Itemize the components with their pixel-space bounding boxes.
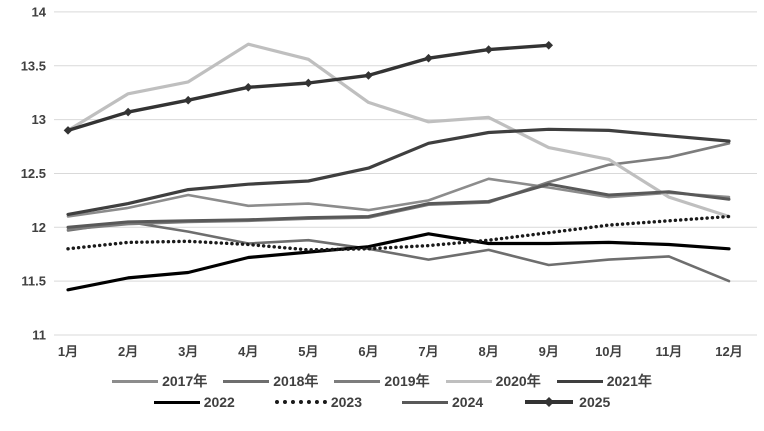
x-axis-tick-label: 2月 xyxy=(118,344,138,359)
legend-label: 2021年 xyxy=(606,373,652,389)
legend-swatch-2017年 xyxy=(112,375,159,387)
x-axis-tick-label: 7月 xyxy=(418,344,438,359)
legend-item-2018年: 2018年 xyxy=(223,374,318,388)
legend-item-2023: 2023 xyxy=(274,394,362,410)
series-line-2021年 xyxy=(66,127,731,216)
legend-item-2024: 2024 xyxy=(402,395,483,409)
y-axis-tick-label: 14 xyxy=(32,4,47,19)
legend-item-2025: 2025 xyxy=(523,395,610,409)
legend-label: 2020年 xyxy=(495,373,541,389)
legend-row-1: 2017年 2018年 2019年 2020年 2021年 xyxy=(112,374,652,388)
series-marker-2025 xyxy=(304,78,313,88)
line-swatch-icon xyxy=(402,400,448,404)
x-axis-tick-label: 9月 xyxy=(539,344,559,359)
x-axis-tick-label: 4月 xyxy=(238,344,258,359)
x-axis-tick-label: 3月 xyxy=(178,344,198,359)
line-swatch-icon xyxy=(556,379,603,383)
legend-label: 2018年 xyxy=(273,373,319,389)
line-swatch-icon xyxy=(445,379,492,383)
series-line-2018年 xyxy=(66,220,731,283)
legend-item-2020年: 2020年 xyxy=(445,373,541,389)
series-line-2022 xyxy=(66,232,731,292)
legend-swatch-2021年 xyxy=(556,375,603,387)
x-axis-tick-label: 6月 xyxy=(358,344,378,359)
series-marker-2025 xyxy=(63,126,73,135)
legend-swatch-2023 xyxy=(274,396,327,408)
y-axis-tick-label: 13.5 xyxy=(21,58,46,73)
legend-marker-line-icon xyxy=(525,397,574,407)
legend-item-2021年: 2021年 xyxy=(556,373,652,389)
legend-swatch-2024 xyxy=(402,396,448,408)
series-marker-2025 xyxy=(484,45,493,54)
legend-label: 2025 xyxy=(579,394,611,410)
legend-item-2022: 2022 xyxy=(153,394,235,410)
series-line-2023 xyxy=(66,214,731,252)
legend-label: 2017年 xyxy=(162,373,208,389)
legend-row-2: 2022 2023 2024 2025 xyxy=(153,394,610,410)
x-axis-tick-label: 10月 xyxy=(595,344,622,359)
y-axis-tick-label: 13 xyxy=(32,112,46,127)
legend-label: 2022 xyxy=(203,394,235,410)
x-axis-tick-label: 5月 xyxy=(298,344,318,359)
legend-label: 2019年 xyxy=(384,373,430,389)
legend-item-2017年: 2017年 xyxy=(112,374,207,388)
dotted-line-icon xyxy=(274,400,327,404)
x-axis-tick-label: 8月 xyxy=(479,344,499,359)
legend-item-2019年: 2019年 xyxy=(334,373,430,389)
line-swatch-icon xyxy=(223,379,270,383)
series-line-2017年 xyxy=(66,177,731,218)
series-line-2024 xyxy=(66,182,731,229)
line-swatch-icon xyxy=(153,400,200,404)
series-marker-2025 xyxy=(123,107,133,117)
legend-label: 2024 xyxy=(452,394,484,410)
legend-swatch-2018年 xyxy=(223,375,270,387)
y-axis-tick-label: 11.5 xyxy=(21,274,46,289)
legend-label: 2023 xyxy=(330,394,362,410)
y-axis-tick-label: 12.5 xyxy=(21,166,46,181)
series-line-2020年 xyxy=(66,42,731,219)
line-swatch-icon xyxy=(112,379,159,383)
x-axis-tick-label: 11月 xyxy=(656,344,683,359)
series-marker-2025 xyxy=(243,82,253,92)
chart-legend: 2017年 2018年 2019年 2020年 2021年 2022 2023 2024 202… xyxy=(0,374,764,409)
x-axis-tick-label: 1月 xyxy=(58,344,78,359)
y-axis-tick-label: 11 xyxy=(32,328,46,343)
y-axis-tick-label: 12 xyxy=(32,220,46,235)
legend-swatch-2025 xyxy=(523,396,575,408)
legend-swatch-2019年 xyxy=(334,375,381,387)
x-axis-tick-label: 12月 xyxy=(715,344,742,359)
legend-swatch-2020年 xyxy=(445,375,492,387)
series-marker-2025 xyxy=(544,40,554,50)
series-marker-2025 xyxy=(424,53,433,63)
series-marker-2025 xyxy=(364,71,373,80)
line-swatch-icon xyxy=(334,379,381,383)
series-marker-2025 xyxy=(183,95,193,105)
legend-swatch-2022 xyxy=(153,396,200,408)
